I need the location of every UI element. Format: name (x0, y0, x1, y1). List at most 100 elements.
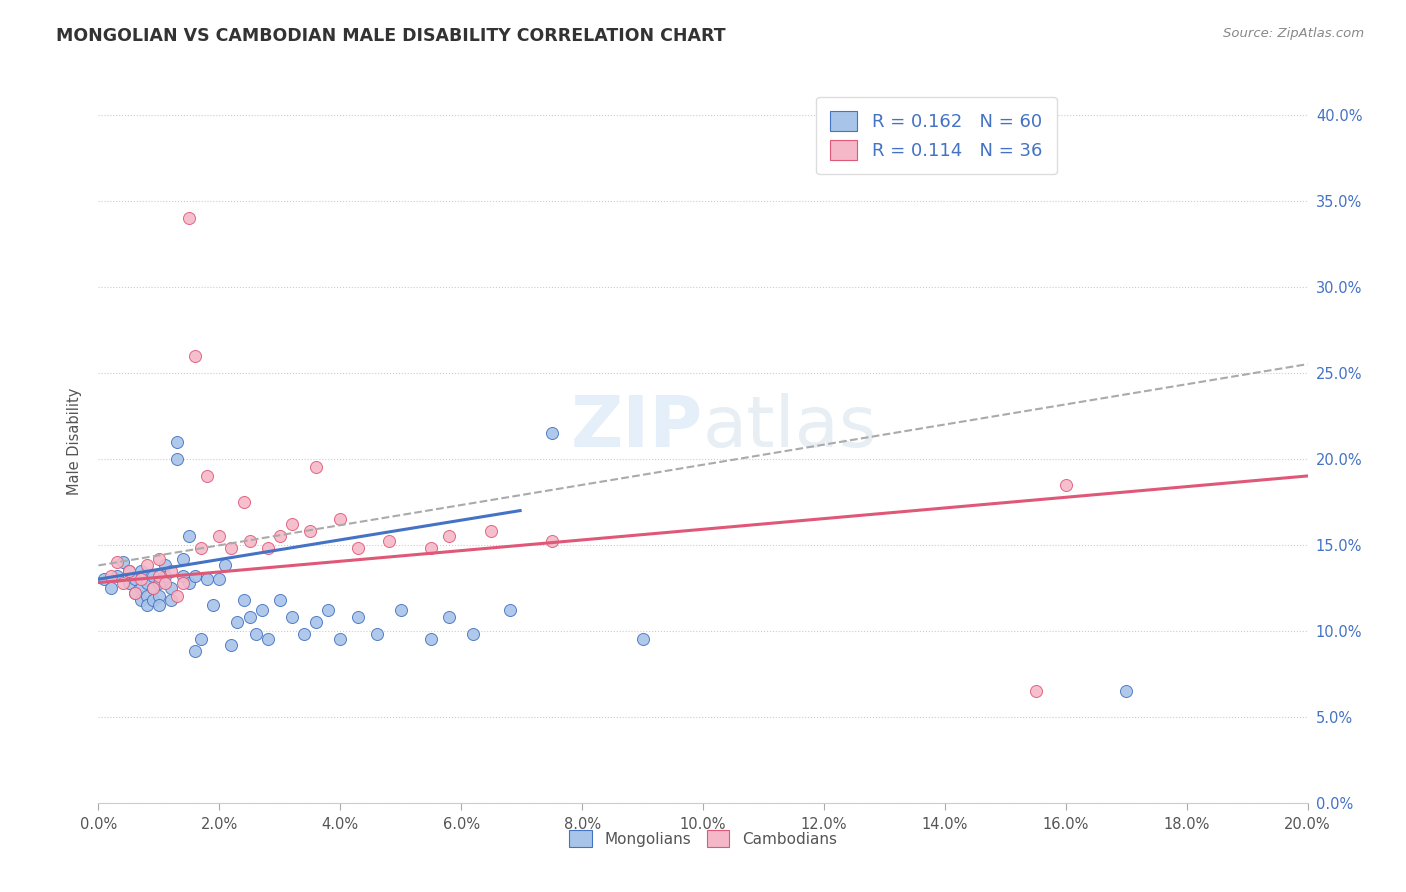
Point (172, 568, 194, 582)
Point (347, 541, 370, 556)
Point (226, 615, 249, 630)
Point (93, 572, 115, 586)
Point (463, 627, 485, 641)
Point (366, 627, 388, 641)
Point (184, 644, 207, 658)
Point (142, 592, 165, 607)
Point (118, 575, 141, 590)
Point (142, 581, 165, 595)
Point (214, 558, 236, 573)
Point (256, 541, 278, 556)
Point (172, 575, 194, 590)
Point (135, 575, 157, 590)
Point (129, 572, 152, 586)
Point (329, 632, 352, 647)
Point (540, 425, 562, 440)
Point (481, 524, 503, 538)
Point (305, 615, 328, 630)
Point (389, 603, 412, 617)
Point (166, 434, 188, 449)
Point (142, 581, 165, 595)
Point (1115, 684, 1137, 698)
Point (118, 564, 141, 578)
Point (202, 598, 225, 612)
Point (160, 592, 183, 607)
Point (245, 627, 267, 641)
Point (232, 592, 254, 607)
Point (160, 564, 183, 578)
Point (135, 558, 157, 573)
Point (172, 551, 194, 566)
Point (208, 529, 231, 543)
Point (1024, 684, 1046, 698)
Point (111, 575, 134, 590)
Point (105, 555, 128, 569)
Point (256, 632, 278, 647)
Point (148, 568, 170, 582)
Point (166, 590, 188, 604)
Point (153, 575, 176, 590)
Y-axis label: Male Disability: Male Disability (67, 388, 83, 495)
Point (148, 590, 170, 604)
Point (153, 558, 176, 573)
Point (208, 572, 231, 586)
Point (540, 534, 562, 549)
Point (153, 568, 176, 582)
Point (316, 603, 339, 617)
Point (179, 529, 201, 543)
Point (329, 512, 352, 526)
Point (239, 534, 262, 549)
Point (347, 610, 370, 624)
Point (239, 610, 262, 624)
Text: atlas: atlas (703, 392, 877, 461)
Legend: Mongolians, Cambodians: Mongolians, Cambodians (564, 824, 842, 853)
Point (299, 524, 322, 538)
Point (190, 632, 212, 647)
Point (124, 572, 146, 586)
Point (100, 581, 122, 595)
Point (118, 564, 141, 578)
Point (129, 564, 152, 578)
Point (631, 632, 654, 647)
Text: MONGOLIAN VS CAMBODIAN MALE DISABILITY CORRELATION CHART: MONGOLIAN VS CAMBODIAN MALE DISABILITY C… (56, 27, 725, 45)
Point (111, 555, 134, 569)
Point (179, 211, 201, 225)
Point (221, 638, 243, 652)
Point (142, 568, 165, 582)
Point (129, 581, 152, 595)
Point (105, 568, 128, 582)
Point (179, 575, 201, 590)
Point (124, 586, 146, 600)
Point (1054, 477, 1077, 491)
Point (190, 541, 212, 556)
Point (166, 451, 188, 466)
Point (420, 541, 443, 556)
Point (377, 534, 399, 549)
Point (232, 494, 254, 508)
Point (135, 598, 157, 612)
Point (269, 592, 291, 607)
Point (437, 610, 460, 624)
Point (437, 529, 460, 543)
Point (148, 551, 170, 566)
Text: ZIP: ZIP (571, 392, 703, 461)
Point (281, 517, 304, 532)
Point (195, 469, 218, 483)
Point (148, 575, 170, 590)
Point (160, 581, 183, 595)
Point (420, 632, 443, 647)
Point (498, 603, 520, 617)
Point (221, 541, 243, 556)
Point (135, 590, 157, 604)
Point (292, 627, 315, 641)
Point (184, 349, 207, 363)
Point (129, 592, 152, 607)
Point (305, 460, 328, 475)
Text: Source: ZipAtlas.com: Source: ZipAtlas.com (1223, 27, 1364, 40)
Point (281, 610, 304, 624)
Point (148, 598, 170, 612)
Point (195, 572, 218, 586)
Point (250, 603, 273, 617)
Point (269, 529, 291, 543)
Point (124, 586, 146, 600)
